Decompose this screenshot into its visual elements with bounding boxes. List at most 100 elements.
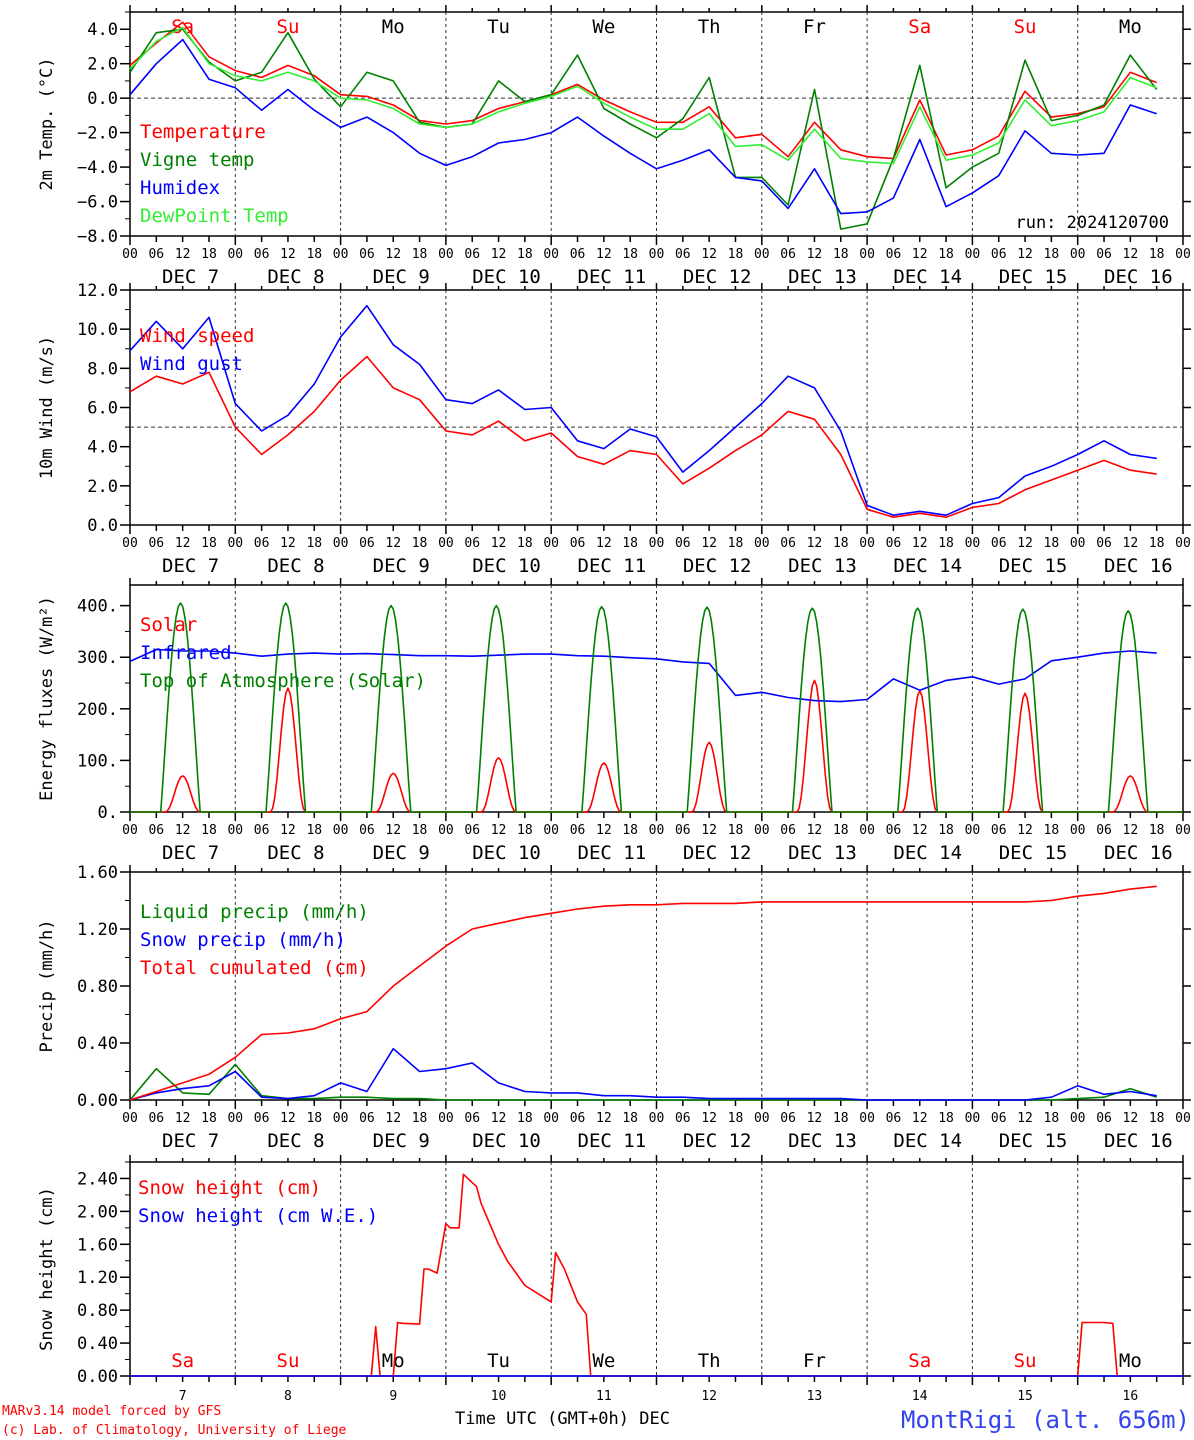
hour-tick-label: 18 <box>938 823 954 838</box>
y-axis-label: 10m Wind (m/s) <box>37 336 57 479</box>
hour-tick-label: 18 <box>1149 823 1165 838</box>
hour-tick-label: 06 <box>148 536 164 551</box>
hour-tick-label: 00 <box>438 247 454 262</box>
hour-tick-label: 00 <box>438 1111 454 1126</box>
hour-tick-label: 18 <box>833 247 849 262</box>
hour-tick-label: 00 <box>1175 536 1191 551</box>
y-tick-label: 0. <box>98 803 118 823</box>
hour-tick-label: 06 <box>675 247 691 262</box>
y-tick-label: 1.20 <box>77 920 118 940</box>
hour-tick-label: 00 <box>333 247 349 262</box>
weekday-label: Fr <box>803 1350 826 1372</box>
weekday-label: We <box>592 1350 615 1372</box>
series-group <box>129 602 1183 813</box>
panel-2: 12.0 10.0 8.0 6.0 4.0 2.0 0.0 10m Wind (m/s) 00 0… <box>37 281 1191 577</box>
series-group <box>129 304 1157 518</box>
weekday-label: Su <box>1014 16 1037 38</box>
day-label: DEC 13 <box>788 842 857 864</box>
weekday-label: Th <box>698 1350 721 1372</box>
hour-tick-label: 06 <box>148 823 164 838</box>
hour-tick-label: 00 <box>1175 247 1191 262</box>
hour-tick-label: 12 <box>1123 823 1139 838</box>
hour-tick-label: 12 <box>807 247 823 262</box>
hour-tick-label: 12 <box>701 1111 717 1126</box>
hour-tick-label: 06 <box>780 1111 796 1126</box>
hour-tick-label: 18 <box>412 1111 428 1126</box>
legend-entry: Snow height (cm) <box>138 1177 321 1199</box>
hour-tick-label: 12 <box>912 1111 928 1126</box>
y-tick-label: 0.0 <box>87 89 118 109</box>
hour-tick-label: 06 <box>148 1111 164 1126</box>
hour-tick-label: 12 <box>175 1111 191 1126</box>
hour-tick-label: 18 <box>622 247 638 262</box>
hour-tick-label: 00 <box>859 823 875 838</box>
hour-tick-label: 00 <box>122 1111 138 1126</box>
y-tick-label: 10.0 <box>77 320 118 340</box>
hour-tick-label: 00 <box>333 823 349 838</box>
day-number-label: 11 <box>596 1389 612 1404</box>
y-axis-label: 2m Temp. (°C) <box>37 57 57 190</box>
legend-entry: Infrared <box>140 642 232 664</box>
hour-tick-label: 18 <box>622 823 638 838</box>
y-tick-label: 300. <box>77 648 118 668</box>
hour-tick-label: 12 <box>807 536 823 551</box>
hour-tick-label: 18 <box>201 247 217 262</box>
series-line-1 <box>129 355 1157 518</box>
hour-tick-label: 18 <box>412 536 428 551</box>
hour-tick-label: 12 <box>175 536 191 551</box>
hour-tick-label: 00 <box>438 536 454 551</box>
hour-tick-label: 00 <box>543 1111 559 1126</box>
day-label: DEC 14 <box>893 1130 962 1152</box>
hour-tick-label: 12 <box>1017 247 1033 262</box>
series-line-3 <box>129 885 1157 1101</box>
day-label: DEC 16 <box>1104 555 1173 577</box>
day-label: DEC 11 <box>578 555 647 577</box>
hour-tick-label: 00 <box>1070 823 1086 838</box>
hour-tick-label: 12 <box>280 1111 296 1126</box>
hour-tick-label: 06 <box>254 247 270 262</box>
panel-frame <box>129 11 1184 237</box>
hour-tick-label: 18 <box>938 1111 954 1126</box>
y-tick-label: 8.0 <box>87 359 118 379</box>
hour-tick-label: 06 <box>1096 823 1112 838</box>
y-tick-label: 0.00 <box>77 1367 118 1387</box>
hour-tick-label: 00 <box>965 536 981 551</box>
hour-tick-label: 18 <box>1149 247 1165 262</box>
hour-tick-label: 12 <box>280 247 296 262</box>
hour-tick-label: 00 <box>754 1111 770 1126</box>
legend-entry: Temperature <box>140 121 266 143</box>
hour-tick-label: 06 <box>254 536 270 551</box>
hour-tick-label: 00 <box>227 247 243 262</box>
hour-tick-label: 18 <box>1044 1111 1060 1126</box>
hour-tick-label: 00 <box>122 536 138 551</box>
y-axis-label: Precip (mm/h) <box>37 919 57 1052</box>
series-group <box>130 1173 1183 1377</box>
hour-tick-label: 18 <box>938 247 954 262</box>
day-label: DEC 10 <box>472 842 541 864</box>
hour-tick-label: 06 <box>570 247 586 262</box>
day-number-label: 16 <box>1123 1389 1139 1404</box>
hour-tick-label: 00 <box>649 823 665 838</box>
hour-tick-label: 18 <box>1149 1111 1165 1126</box>
hour-tick-label: 00 <box>333 1111 349 1126</box>
hour-tick-label: 18 <box>833 823 849 838</box>
y-tick-label: 0.0 <box>87 516 118 536</box>
series-line-1 <box>129 1063 1157 1101</box>
weekday-label: Th <box>698 16 721 38</box>
day-label: DEC 10 <box>472 555 541 577</box>
y-tick-label: 0.40 <box>77 1334 118 1354</box>
hour-tick-label: 12 <box>1123 536 1139 551</box>
series-line-1 <box>130 1173 1183 1377</box>
hour-tick-label: 18 <box>412 247 428 262</box>
weekday-label: We <box>592 16 615 38</box>
day-label: DEC 12 <box>683 555 752 577</box>
hour-tick-label: 06 <box>886 247 902 262</box>
y-tick-label: 1.60 <box>77 863 118 883</box>
day-number-label: 14 <box>912 1389 928 1404</box>
hour-tick-label: 18 <box>517 536 533 551</box>
hour-tick-label: 06 <box>148 247 164 262</box>
hour-tick-label: 00 <box>1070 536 1086 551</box>
day-label: DEC 11 <box>578 266 647 288</box>
day-label: DEC 16 <box>1104 1130 1173 1152</box>
panel-4: 1.60 1.20 0.80 0.40 0.00 Precip (mm/h) 00 06 12 1… <box>37 863 1191 1152</box>
